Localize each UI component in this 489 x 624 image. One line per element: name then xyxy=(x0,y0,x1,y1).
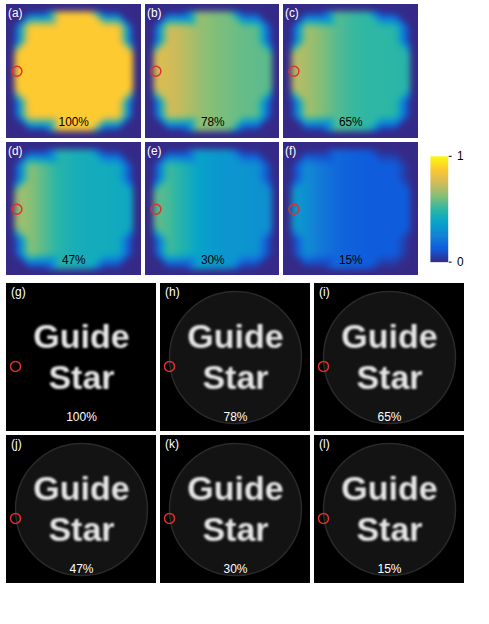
svg-text:Star: Star xyxy=(202,358,268,396)
svg-text:(a): (a) xyxy=(8,6,23,20)
svg-text:(g): (g) xyxy=(11,285,26,299)
svg-text:(j): (j) xyxy=(11,437,22,451)
svg-text:(h): (h) xyxy=(165,285,180,299)
svg-text:47%: 47% xyxy=(62,252,86,266)
svg-text:Star: Star xyxy=(356,358,422,396)
svg-text:(b): (b) xyxy=(147,6,162,20)
svg-text:78%: 78% xyxy=(200,114,224,128)
svg-text:(c): (c) xyxy=(285,6,299,20)
svg-text:(k): (k) xyxy=(165,437,179,451)
svg-text:(d): (d) xyxy=(8,144,23,158)
svg-text:78%: 78% xyxy=(223,410,247,424)
svg-text:47%: 47% xyxy=(69,562,93,576)
svg-text:15%: 15% xyxy=(339,252,363,266)
svg-text:Guide: Guide xyxy=(187,469,283,507)
svg-text:Star: Star xyxy=(48,510,114,548)
svg-text:100%: 100% xyxy=(66,410,97,424)
svg-text:100%: 100% xyxy=(59,114,90,128)
svg-text:0: 0 xyxy=(457,254,464,268)
svg-text:Guide: Guide xyxy=(187,317,283,355)
svg-text:65%: 65% xyxy=(339,114,363,128)
svg-text:1: 1 xyxy=(457,149,464,163)
svg-text:(l): (l) xyxy=(319,437,330,451)
svg-text:(i): (i) xyxy=(319,285,330,299)
svg-text:65%: 65% xyxy=(377,410,401,424)
svg-text:30%: 30% xyxy=(223,562,247,576)
svg-text:Guide: Guide xyxy=(341,317,437,355)
svg-text:Guide: Guide xyxy=(33,469,129,507)
svg-text:Guide: Guide xyxy=(33,317,129,355)
svg-text:Guide: Guide xyxy=(341,469,437,507)
svg-text:(e): (e) xyxy=(147,144,162,158)
svg-text:(f): (f) xyxy=(285,144,296,158)
svg-text:30%: 30% xyxy=(200,252,224,266)
svg-text:15%: 15% xyxy=(377,562,401,576)
svg-text:Star: Star xyxy=(48,358,114,396)
svg-text:Star: Star xyxy=(202,510,268,548)
svg-text:Star: Star xyxy=(356,510,422,548)
